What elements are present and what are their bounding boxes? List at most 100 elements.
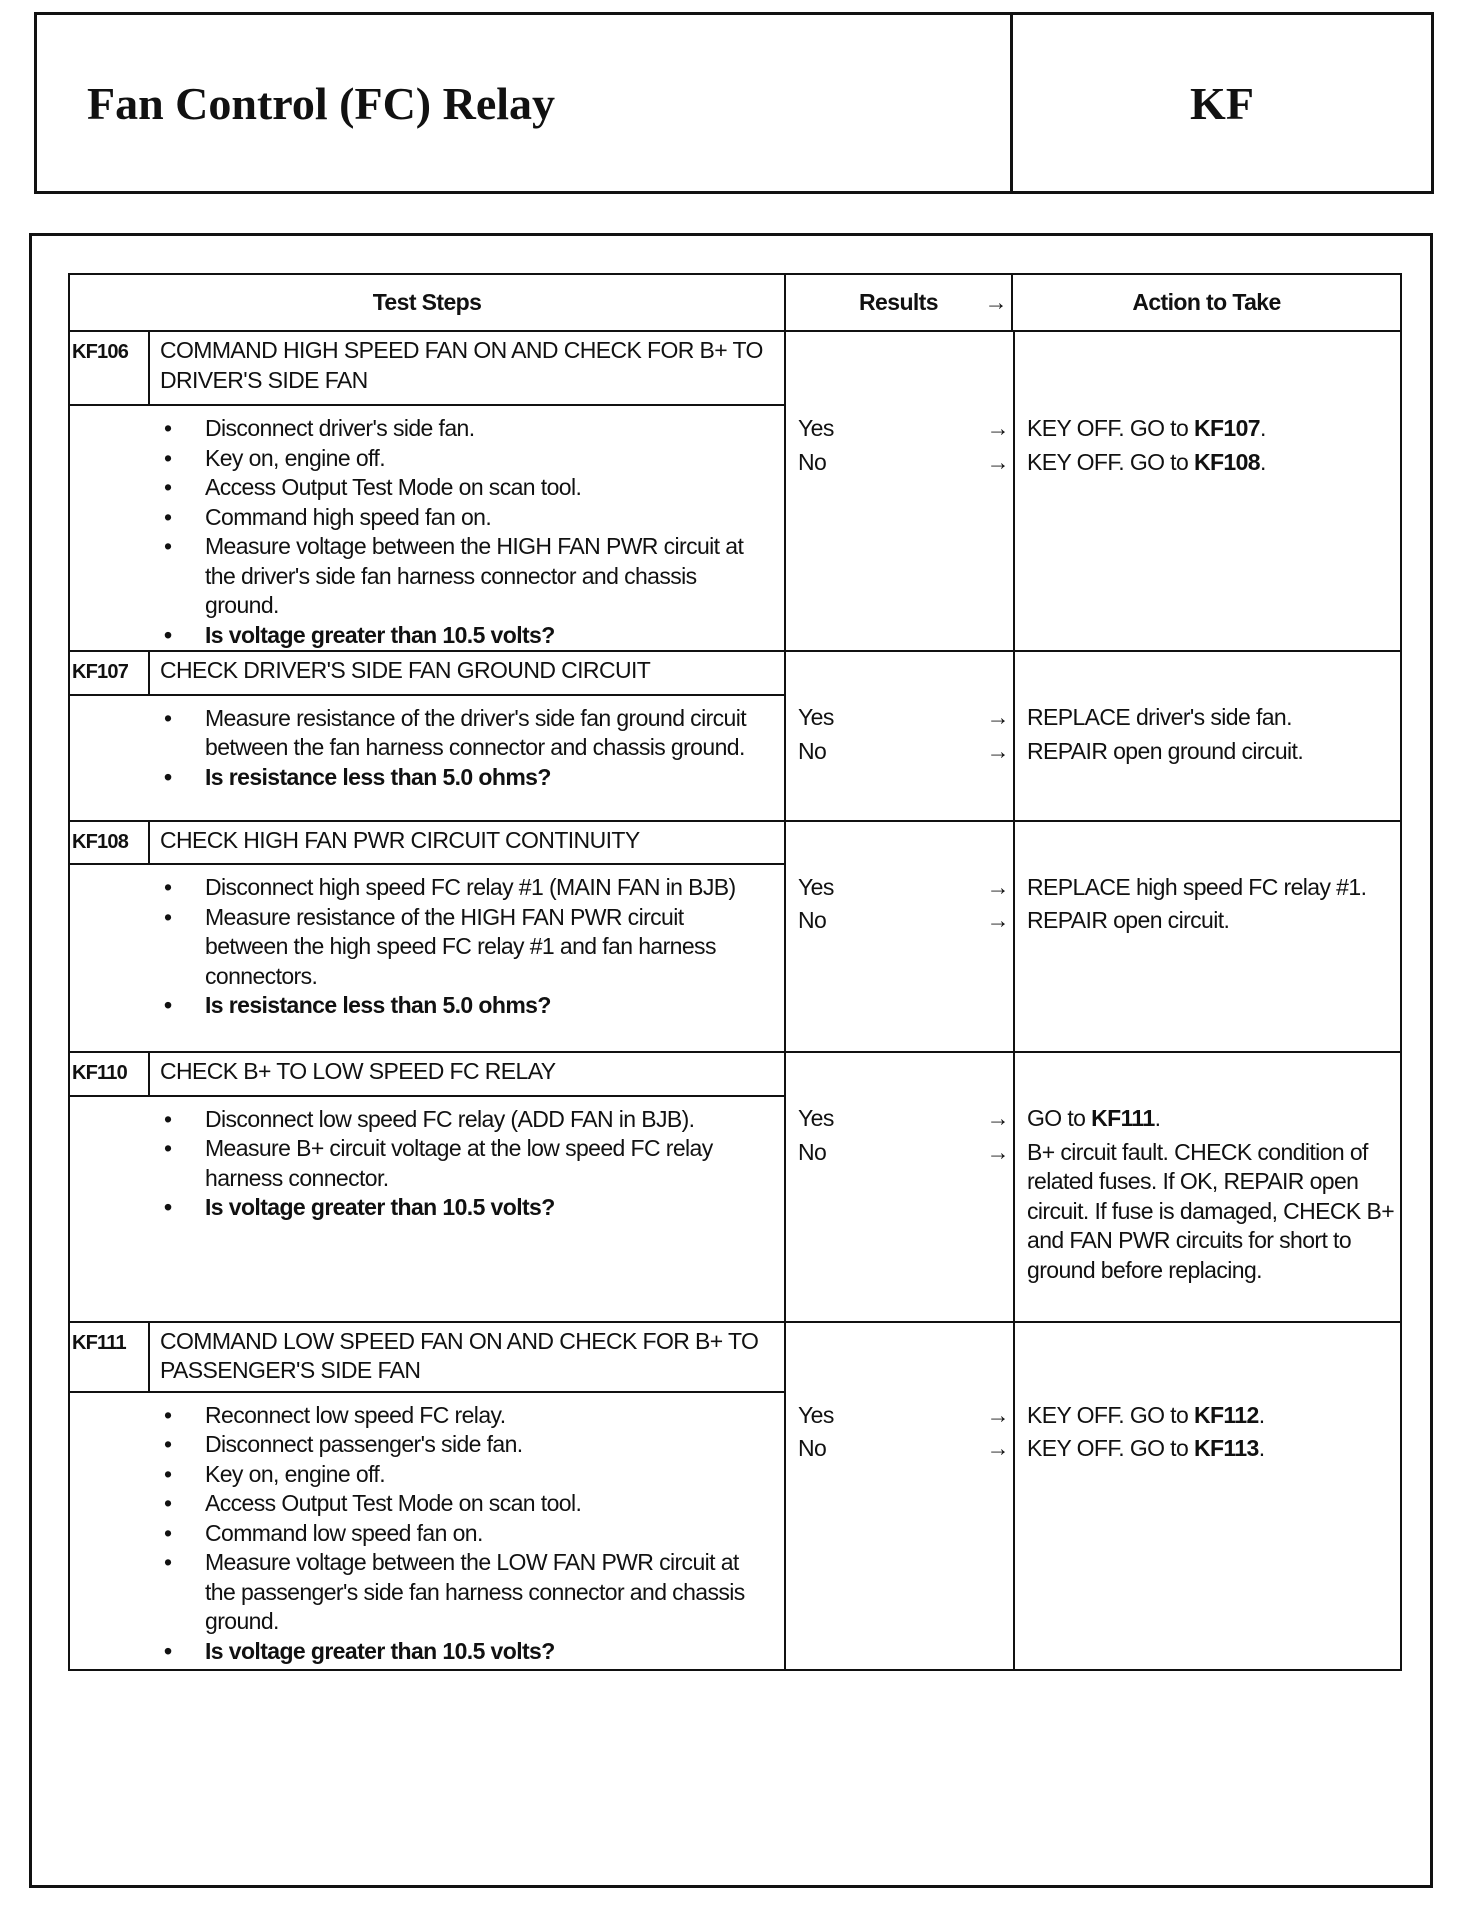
action-part: REPAIR open circuit. <box>1027 907 1230 933</box>
result-row: Yes → KEY OFF. GO to KF112. <box>786 1401 1400 1431</box>
instruction-item: Key on, engine off. <box>70 444 784 474</box>
results-actions: Yes → REPLACE high speed FC relay #1. No → RE… <box>784 819 1402 1053</box>
step-body-row: Disconnect driver's side fan.Key on, eng… <box>68 404 1401 652</box>
step-body-row: Disconnect low speed FC relay (ADD FAN i… <box>68 1094 1401 1323</box>
step-title-row: KF106 COMMAND HIGH SPEED FAN ON AND CHEC… <box>68 330 1402 652</box>
step-title-row: KF107 CHECK DRIVER'S SIDE FAN GROUND CIR… <box>68 650 1402 822</box>
action-text: REPAIR open circuit. <box>1013 906 1400 936</box>
column-divider <box>1013 332 1015 650</box>
action-part: . <box>1260 415 1266 441</box>
arrow-icon: → <box>986 1401 1010 1428</box>
page-header: Fan Control (FC) Relay KF <box>34 12 1434 194</box>
result-row: No → KEY OFF. GO to KF108. <box>786 448 1400 478</box>
result-row: No → KEY OFF. GO to KF113. <box>786 1434 1400 1464</box>
result-label: No <box>798 737 827 764</box>
step-id: KF107 <box>68 650 150 696</box>
instruction-item: Is voltage greater than 10.5 volts? <box>70 1193 784 1223</box>
test-steps-table: Test Steps Results → Action to Take KF106… <box>68 273 1402 1671</box>
result-label: Yes <box>798 1401 834 1428</box>
arrow-icon: → <box>984 288 1008 315</box>
instruction-item: Measure resistance of the driver's side … <box>70 704 784 763</box>
result-row: Yes → REPLACE high speed FC relay #1. <box>786 873 1400 903</box>
action-part: GO to <box>1027 1105 1092 1131</box>
action-text: GO to KF111. <box>1013 1104 1400 1134</box>
action-part: KEY OFF. GO to <box>1027 1435 1194 1461</box>
action-part: B+ circuit fault. CHECK condition of rel… <box>1027 1138 1395 1283</box>
action-part: . <box>1258 1401 1265 1428</box>
instruction-item: Command low speed fan on. <box>70 1519 784 1549</box>
step-body-row: Disconnect high speed FC relay #1 (MAIN … <box>68 863 1401 1053</box>
action-text: KEY OFF. GO to KF107. <box>1013 414 1400 444</box>
arrow-icon: → <box>986 415 1010 441</box>
step-body-row: Measure resistance of the driver's side … <box>68 693 1401 822</box>
arrow-icon: → <box>986 704 1010 730</box>
action-text: REPLACE high speed FC relay #1. <box>1013 873 1400 903</box>
instruction-item: Is voltage greater than 10.5 volts? <box>70 621 784 651</box>
column-divider <box>1013 1053 1015 1321</box>
action-part: . <box>1154 1105 1161 1131</box>
arrow-icon: → <box>986 1138 1010 1165</box>
action-part: KF111 <box>1091 1105 1155 1131</box>
action-part: KF113 <box>1193 1435 1259 1461</box>
action-text: B+ circuit fault. CHECK condition of rel… <box>1013 1138 1400 1286</box>
instruction-item: Disconnect low speed FC relay (ADD FAN i… <box>70 1105 784 1135</box>
step-title-row: KF108 CHECK HIGH FAN PWR CIRCUIT CONTINU… <box>68 819 1402 1053</box>
step-title: CHECK DRIVER'S SIDE FAN GROUND CIRCUIT <box>148 650 786 696</box>
instruction-item: Disconnect high speed FC relay #1 (MAIN … <box>70 873 784 903</box>
step-instructions: Disconnect low speed FC relay (ADD FAN i… <box>68 1094 786 1323</box>
result-row: Yes → REPLACE driver's side fan. <box>786 703 1400 733</box>
instruction-item: Is resistance less than 5.0 ohms? <box>70 991 784 1021</box>
instruction-item: Key on, engine off. <box>70 1460 784 1490</box>
page-title: Fan Control (FC) Relay <box>37 15 1013 191</box>
action-part: KEY OFF. GO to <box>1027 448 1194 475</box>
result-row: Yes → GO to KF111. <box>786 1104 1400 1134</box>
instruction-item: Measure voltage between the HIGH FAN PWR… <box>70 532 784 621</box>
instruction-item: Command high speed fan on. <box>70 503 784 533</box>
instruction-item: Is voltage greater than 10.5 volts? <box>70 1637 784 1667</box>
step-instructions: Disconnect high speed FC relay #1 (MAIN … <box>68 863 786 1053</box>
step-id: KF110 <box>68 1051 150 1097</box>
step-title: CHECK B+ TO LOW SPEED FC RELAY <box>148 1051 786 1097</box>
arrow-icon: → <box>986 448 1010 475</box>
instruction-item: Measure B+ circuit voltage at the low sp… <box>70 1134 784 1193</box>
result-label: Yes <box>798 415 834 441</box>
result-label: No <box>798 1435 827 1461</box>
column-divider <box>1013 1322 1015 1669</box>
step-instructions: Disconnect driver's side fan.Key on, eng… <box>68 404 786 652</box>
result-row: No → REPAIR open circuit. <box>786 906 1400 936</box>
instruction-item: Access Output Test Mode on scan tool. <box>70 473 784 503</box>
column-divider <box>1013 821 1015 1051</box>
results-actions: Yes → REPLACE driver's side fan. No → REPAIR … <box>784 650 1402 822</box>
instruction-item: Measure voltage between the LOW FAN PWR … <box>70 1548 784 1637</box>
action-text: KEY OFF. GO to KF108. <box>1013 448 1400 478</box>
action-part: KF112 <box>1193 1401 1259 1428</box>
result-label: Yes <box>798 1105 834 1131</box>
results-actions: Yes → GO to KF111. No → B+ circuit fault. CHE… <box>784 1051 1402 1323</box>
action-part: KEY OFF. GO to <box>1027 1401 1194 1428</box>
step-id: KF111 <box>68 1320 150 1393</box>
instruction-item: Disconnect driver's side fan. <box>70 414 784 444</box>
results-actions: Yes → KEY OFF. GO to KF107. No → KEY OFF. GO … <box>784 330 1402 652</box>
header-test-steps: Test Steps <box>68 273 786 332</box>
result-row: Yes → KEY OFF. GO to KF107. <box>786 414 1400 444</box>
step-title-row: KF111 COMMAND LOW SPEED FAN ON AND CHECK… <box>68 1320 1402 1671</box>
header-action: Action to Take <box>1011 273 1402 332</box>
action-part: REPLACE high speed FC relay #1. <box>1027 873 1367 900</box>
column-divider <box>1013 652 1015 820</box>
test-procedure-box: Test Steps Results → Action to Take KF106… <box>29 233 1433 1888</box>
action-part: KF107 <box>1193 415 1261 441</box>
arrow-icon: → <box>986 1105 1010 1131</box>
action-part: . <box>1260 448 1266 475</box>
step-instructions: Measure resistance of the driver's side … <box>68 693 786 822</box>
arrow-icon: → <box>986 1435 1010 1461</box>
action-part: REPLACE driver's side fan. <box>1027 704 1293 730</box>
result-label: No <box>798 907 827 933</box>
step-title: COMMAND HIGH SPEED FAN ON AND CHECK FOR … <box>148 330 786 406</box>
step-instructions: Reconnect low speed FC relay.Disconnect … <box>68 1390 786 1671</box>
instruction-item: Disconnect passenger's side fan. <box>70 1430 784 1460</box>
result-row: No → B+ circuit fault. CHECK condition of … <box>786 1138 1400 1286</box>
step-id: KF108 <box>68 819 150 865</box>
header-results: Results → <box>784 273 1013 332</box>
action-text: KEY OFF. GO to KF112. <box>1013 1401 1400 1431</box>
section-code: KF <box>1190 77 1254 129</box>
